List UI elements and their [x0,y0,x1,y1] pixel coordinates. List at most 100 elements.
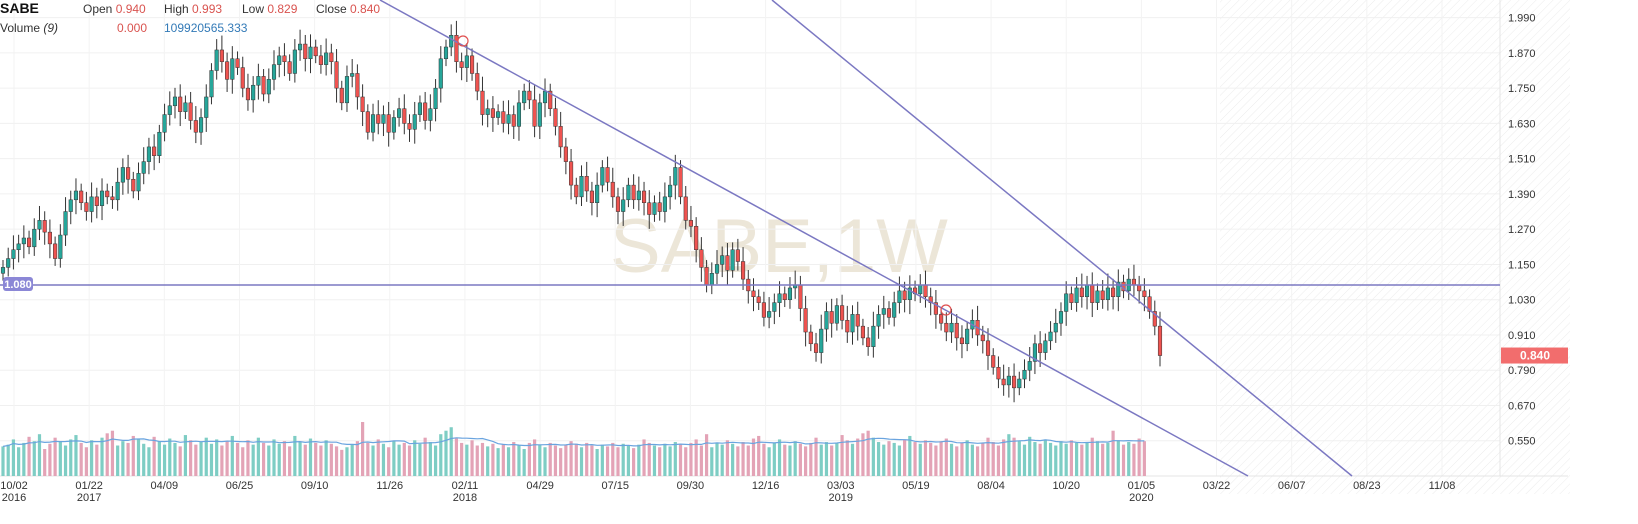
high-label: High [164,2,189,16]
x-tick-label: 03/03 [827,480,855,492]
volume-bar [194,444,198,476]
candle-body [433,87,438,109]
volume-bar [37,434,42,476]
candle-body [0,267,6,274]
candle-body [344,76,350,104]
candle-body [282,55,287,62]
candle-body [897,290,902,303]
candle-body [193,120,198,133]
volume-bar [209,443,214,476]
candle-body [1147,296,1152,312]
volume-bar [590,445,594,476]
volume-bar [861,433,865,476]
volume-bar [569,441,573,476]
volume-bar [720,444,724,476]
candle-body [99,190,105,206]
candle-body [959,337,965,345]
volume-bar [204,437,208,476]
candle-body [324,52,329,65]
candle-body [652,202,657,215]
anchor-point [940,304,952,316]
volume-bar [449,427,453,476]
volume-bar [783,444,787,476]
candle-body [131,178,136,192]
candle-body [542,90,548,104]
candle-body [162,114,167,133]
candle-body [595,184,600,203]
volume-bar [605,446,610,476]
volume-bar [256,437,260,476]
volume-bar [694,439,698,476]
candle-body [881,308,886,315]
volume-bar [965,440,969,476]
volume-bar [939,441,943,476]
volume-bar [819,444,823,476]
x-tick-label: 11/08 [1429,480,1456,492]
candle-body [829,311,834,324]
candle-body [980,334,985,342]
volume-bar [454,438,459,476]
candle-body [146,146,151,162]
volume-bar [314,442,318,476]
volume-bar [804,446,808,476]
candle-body [720,255,725,265]
volume-bar [1075,442,1079,476]
candle-body [761,302,766,318]
candle-body [126,167,131,180]
volume-bar [1121,444,1126,476]
candle-body [1064,293,1069,312]
candle-body [339,87,344,104]
candle-body [772,302,777,312]
candle-body [662,196,667,212]
volume-bar [475,445,479,476]
candle-body [954,322,959,339]
candle-body [407,123,412,130]
candle-body [907,287,912,300]
volume-bar [814,437,818,476]
candle-body [725,255,730,271]
candle-body [668,184,673,198]
volume-bar [579,447,584,476]
volume-bar [647,442,651,476]
volume-bar [95,444,99,476]
x-tick-label: 04/29 [526,480,554,492]
candle-body [266,79,271,95]
candle-body [704,267,709,286]
candle-body [714,264,720,274]
candle-body [152,146,157,156]
volume-bar [1022,444,1027,476]
volume-bar [835,442,839,476]
volume-bar [908,435,912,476]
volume-bar [402,442,406,476]
candle-body [548,90,553,109]
y-tick-label: 1.030 [1508,295,1536,307]
candle-body [787,287,793,300]
candle-body [558,126,563,148]
volume-bar [600,444,604,476]
x-tick-label: 08/04 [977,480,1005,492]
volume-bar [48,443,52,476]
volume-bar [308,438,313,476]
volume-bar [751,438,756,476]
candle-body [569,161,574,186]
volume-bar [678,444,683,476]
volume-bar [897,445,902,476]
volume-bar [63,445,68,476]
candle-body [824,311,829,330]
candle-body [516,102,522,127]
volume-bar [611,442,615,476]
y-tick-label: 0.910 [1508,330,1536,342]
candle-body [376,114,381,124]
close-value: 0.840 [350,2,381,16]
candle-body [991,355,996,368]
candle-body [1137,284,1142,292]
volume-bar [824,442,829,476]
candle-body [610,181,615,198]
candle-body [813,343,819,353]
candle-body [1095,290,1100,303]
volume-bar [517,445,521,476]
volume-bar [501,444,505,476]
volume-bar [757,435,761,476]
